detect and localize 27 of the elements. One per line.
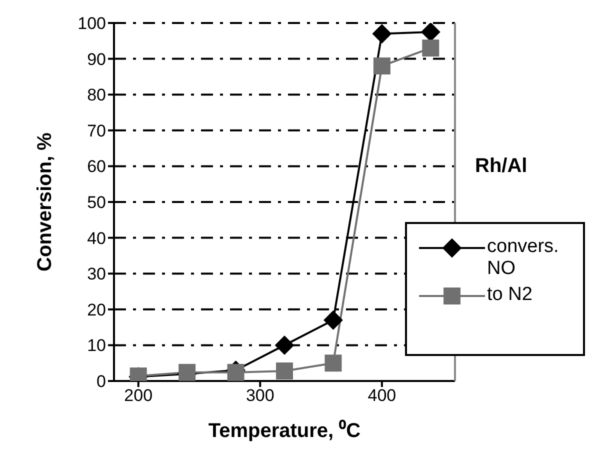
y-tick-label: 0 (96, 372, 106, 392)
y-tick-label: 70 (87, 121, 106, 140)
y-tick-label: 100 (78, 14, 106, 34)
y-tick-label: 60 (87, 157, 106, 176)
point (227, 364, 244, 381)
x-axis-title: Temperature, ⁰C (208, 419, 361, 442)
point (422, 40, 440, 57)
y-tick-label: 40 (87, 228, 106, 248)
y-tick-label: 30 (87, 264, 106, 284)
y-tick-label: 80 (87, 86, 106, 105)
y-tick-label: 90 (87, 50, 106, 69)
y-axis-title: Conversion, % (34, 132, 56, 272)
x-tick-label: 400 (368, 386, 396, 406)
x-tick-label: 300 (246, 386, 274, 406)
text: Rh/Al (475, 155, 528, 178)
point (276, 362, 293, 380)
point (372, 24, 392, 44)
point (373, 57, 390, 74)
point (421, 23, 440, 42)
point (324, 354, 342, 372)
y-tick-label: 50 (87, 193, 106, 212)
point (324, 310, 343, 330)
y-tick-label: 10 (87, 336, 106, 356)
legend-label: to N2 (487, 284, 534, 306)
y-tick-label: 20 (87, 300, 106, 320)
x-tick-label: 200 (124, 386, 153, 406)
point (275, 336, 294, 355)
